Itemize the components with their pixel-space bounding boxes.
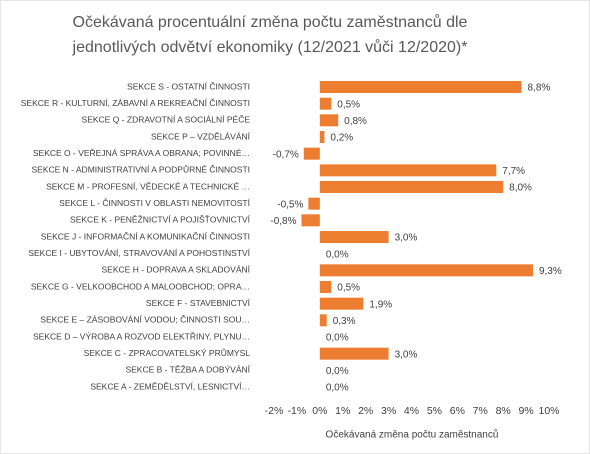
x-tick-label: 2% bbox=[358, 405, 373, 417]
data-label: -0,8% bbox=[270, 216, 296, 227]
y-tick-label: SEKCE B - TĚŽBA A DOBÝVÁNÍ bbox=[125, 365, 250, 375]
y-tick-label: SEKCE J - INFORMAČNÍ A KOMUNIKAČNÍ ČINNO… bbox=[41, 231, 250, 241]
chart-title: jednotlivých odvětví ekonomiky (12/2021 … bbox=[72, 38, 468, 56]
y-tick-label: SEKCE D – VÝROBA A ROZVOD ELEKTŘINY, PLY… bbox=[33, 331, 250, 341]
bar bbox=[319, 314, 327, 327]
data-label: 0,3% bbox=[333, 316, 356, 327]
y-tick-label: SEKCE C - ZPRACOVATELSKÝ PRŮMYSL bbox=[84, 347, 251, 358]
data-label: 3,0% bbox=[395, 349, 418, 360]
data-label: 1,9% bbox=[369, 299, 392, 310]
data-label: 0,5% bbox=[337, 283, 360, 294]
y-tick-label: SEKCE Q - ZDRAVOTNÍ A SOCIÁLNÍ PÉČE bbox=[82, 115, 251, 125]
x-tick-label: 7% bbox=[473, 405, 488, 417]
x-tick-label: -2% bbox=[265, 405, 284, 417]
data-label: 0,0% bbox=[326, 366, 349, 377]
bar bbox=[319, 347, 389, 360]
x-tick-label: 9% bbox=[518, 405, 533, 417]
y-tick-label: SEKCE R - KULTURNÍ, ZÁBAVNÍ A REKREAČNÍ … bbox=[21, 98, 250, 108]
x-tick-label: 8% bbox=[496, 405, 511, 417]
bar bbox=[319, 81, 522, 93]
y-tick-label: SEKCE O - VEŘEJNÁ SPRÁVA A OBRANA; POVIN… bbox=[33, 148, 250, 158]
bar bbox=[319, 297, 364, 310]
x-axis-label: Očekávaná změna počtu zaměstnanců bbox=[326, 429, 499, 441]
data-label: 0,0% bbox=[326, 333, 349, 344]
data-label: 0,0% bbox=[326, 249, 349, 260]
bar bbox=[319, 164, 497, 177]
y-tick-label: SEKCE G - VELKOOBCHOD A MALOOBCHOD; OPRA… bbox=[31, 281, 250, 291]
y-tick-label: SEKCE H - DOPRAVA A SKLADOVÁNÍ bbox=[102, 265, 251, 275]
x-tick-label: 6% bbox=[450, 405, 465, 417]
y-tick-label: SEKCE I - UBYTOVÁNÍ, STRAVOVÁNÍ A POHOST… bbox=[28, 248, 250, 258]
data-label: 0,2% bbox=[330, 133, 353, 144]
bar bbox=[301, 214, 320, 227]
y-tick-label: SEKCE K - PENĚŽNICTVÍ A POJIŠŤOVNICTVÍ bbox=[70, 215, 251, 225]
y-tick-label: SEKCE M - PROFESNÍ, VĚDECKÉ A TECHNICKÉ … bbox=[46, 181, 250, 191]
data-label: 0,8% bbox=[344, 116, 367, 127]
y-tick-label: SEKCE E – ZÁSOBOVÁNÍ VODOU; ČINNOSTI SOU… bbox=[40, 315, 250, 325]
x-tick-label: 10% bbox=[538, 405, 559, 417]
y-tick-label: SEKCE S - OSTATNÍ ČINNOSTI bbox=[127, 81, 250, 91]
data-label: 9,3% bbox=[539, 266, 562, 277]
y-tick-label: SEKCE F - STAVEBNICTVÍ bbox=[146, 298, 251, 308]
bar bbox=[319, 97, 332, 110]
bar bbox=[308, 197, 320, 210]
x-tick-label: -1% bbox=[288, 405, 307, 417]
bar bbox=[319, 131, 325, 143]
bar bbox=[303, 147, 320, 160]
bar bbox=[319, 281, 332, 293]
data-label: 3,0% bbox=[395, 233, 418, 244]
x-tick-label: 0% bbox=[312, 405, 327, 417]
bar bbox=[319, 181, 504, 193]
data-label: -0,5% bbox=[277, 199, 303, 210]
data-label: 0,0% bbox=[326, 383, 349, 394]
data-label: 7,7% bbox=[502, 166, 525, 177]
data-label: 8,0% bbox=[509, 183, 532, 194]
y-tick-label: SEKCE N - ADMINISTRATIVNÍ A PODPŮRNÉ ČIN… bbox=[31, 164, 250, 175]
x-tick-label: 5% bbox=[427, 405, 442, 417]
y-tick-label: SEKCE L - ČINNOSTI V OBLASTI NEMOVITOSTÍ bbox=[59, 198, 250, 208]
data-label: 0,5% bbox=[337, 99, 360, 110]
bar bbox=[319, 114, 339, 127]
bar bbox=[319, 264, 533, 277]
y-tick-label: SEKCE A - ZEMĚDĚLSTVÍ, LESNICTVÍ… bbox=[90, 381, 250, 391]
y-tick-label: SEKCE P – VZDĚLÁVÁNÍ bbox=[151, 131, 251, 141]
bar bbox=[319, 231, 389, 243]
x-tick-label: 3% bbox=[381, 405, 396, 417]
data-label: -0,7% bbox=[273, 149, 299, 160]
data-label: 8,8% bbox=[528, 83, 551, 94]
x-tick-label: 4% bbox=[404, 405, 419, 417]
chart-title: Očekávaná procentuální změna počtu zaměs… bbox=[73, 13, 468, 31]
x-tick-label: 1% bbox=[335, 405, 350, 417]
